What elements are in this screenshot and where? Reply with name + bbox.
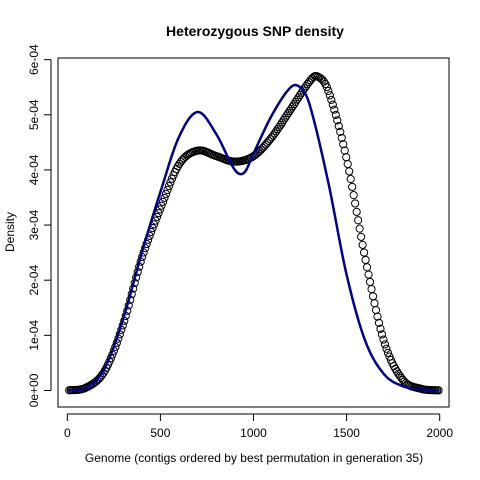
y-tick-label: 6e-04 bbox=[27, 44, 41, 75]
data-point bbox=[325, 91, 334, 100]
data-point bbox=[298, 86, 308, 95]
data-point bbox=[269, 131, 278, 140]
data-point bbox=[380, 340, 390, 349]
data-point bbox=[358, 240, 367, 249]
data-point bbox=[373, 312, 382, 321]
y-axis-label: Density bbox=[3, 212, 17, 252]
data-point bbox=[324, 86, 333, 96]
data-point bbox=[288, 102, 297, 111]
data-point bbox=[155, 205, 165, 214]
data-point bbox=[376, 324, 385, 333]
data-point bbox=[345, 167, 354, 176]
data-point bbox=[382, 344, 391, 353]
data-point bbox=[394, 369, 403, 378]
plot-frame bbox=[57, 57, 450, 408]
data-point bbox=[295, 90, 305, 100]
data-point bbox=[292, 95, 302, 104]
data-point bbox=[294, 93, 303, 102]
data-point bbox=[161, 189, 171, 199]
x-tick-label: 0 bbox=[64, 426, 71, 440]
data-point bbox=[278, 118, 287, 127]
density-line bbox=[66, 83, 441, 392]
data-point bbox=[160, 193, 169, 202]
data-point bbox=[158, 197, 168, 206]
data-point bbox=[331, 110, 340, 120]
y-tick-label: 2e-04 bbox=[27, 265, 41, 296]
data-point bbox=[327, 95, 336, 104]
data-point bbox=[276, 120, 285, 129]
y-tick-label: 3e-04 bbox=[27, 209, 41, 240]
data-point bbox=[91, 377, 101, 386]
data-point bbox=[351, 199, 360, 208]
x-axis: 0 500 1000 1500 2000 bbox=[64, 413, 453, 440]
data-point bbox=[285, 106, 294, 116]
data-point bbox=[352, 207, 361, 216]
data-point bbox=[282, 111, 291, 120]
data-point bbox=[355, 224, 364, 233]
data-point bbox=[354, 216, 363, 225]
y-tick-label: 5e-04 bbox=[27, 99, 41, 130]
y-axis: 0e+00 1e-04 2e-04 3e-04 4e-04 5e-04 6e-04 bbox=[27, 44, 52, 407]
data-point bbox=[287, 104, 296, 113]
data-point bbox=[328, 100, 337, 109]
data-point bbox=[346, 174, 355, 184]
data-point bbox=[166, 178, 175, 187]
data-point bbox=[255, 146, 264, 156]
data-point bbox=[333, 116, 342, 125]
data-point bbox=[349, 191, 358, 200]
x-tick-label: 1500 bbox=[333, 426, 360, 440]
data-point bbox=[334, 121, 343, 131]
data-point bbox=[163, 185, 172, 195]
y-tick-label: 1e-04 bbox=[27, 320, 41, 351]
data-point bbox=[374, 318, 384, 327]
data-point bbox=[284, 109, 293, 118]
data-point bbox=[279, 116, 288, 125]
data-point bbox=[289, 100, 299, 109]
data-point bbox=[157, 201, 166, 210]
series-1 bbox=[65, 71, 443, 395]
x-tick-label: 500 bbox=[150, 426, 170, 440]
data-point bbox=[383, 348, 393, 357]
data-point bbox=[281, 113, 290, 122]
x-tick-label: 2000 bbox=[426, 426, 453, 440]
data-point bbox=[336, 127, 345, 136]
data-point bbox=[392, 367, 401, 376]
data-point bbox=[322, 83, 331, 92]
y-tick-label: 0e+00 bbox=[27, 373, 41, 407]
series-layer bbox=[65, 71, 443, 395]
data-point bbox=[164, 182, 174, 191]
data-point bbox=[318, 75, 327, 84]
x-axis-label: Genome (contigs ordered by best permutat… bbox=[85, 451, 423, 465]
data-point bbox=[273, 125, 282, 134]
chart-title: Heterozygous SNP density bbox=[166, 23, 344, 39]
data-point bbox=[357, 232, 366, 241]
data-point bbox=[272, 127, 281, 136]
data-point bbox=[337, 133, 346, 143]
data-point bbox=[173, 162, 183, 171]
data-point bbox=[275, 122, 284, 132]
data-point bbox=[291, 97, 300, 107]
data-point bbox=[348, 182, 357, 192]
x-tick-label: 1000 bbox=[240, 426, 267, 440]
data-point bbox=[339, 140, 348, 149]
data-point bbox=[330, 105, 339, 114]
y-tick-label: 4e-04 bbox=[27, 154, 41, 185]
data-point bbox=[270, 129, 279, 138]
data-point bbox=[379, 335, 388, 344]
data-point bbox=[377, 330, 387, 339]
series-2 bbox=[66, 83, 441, 392]
